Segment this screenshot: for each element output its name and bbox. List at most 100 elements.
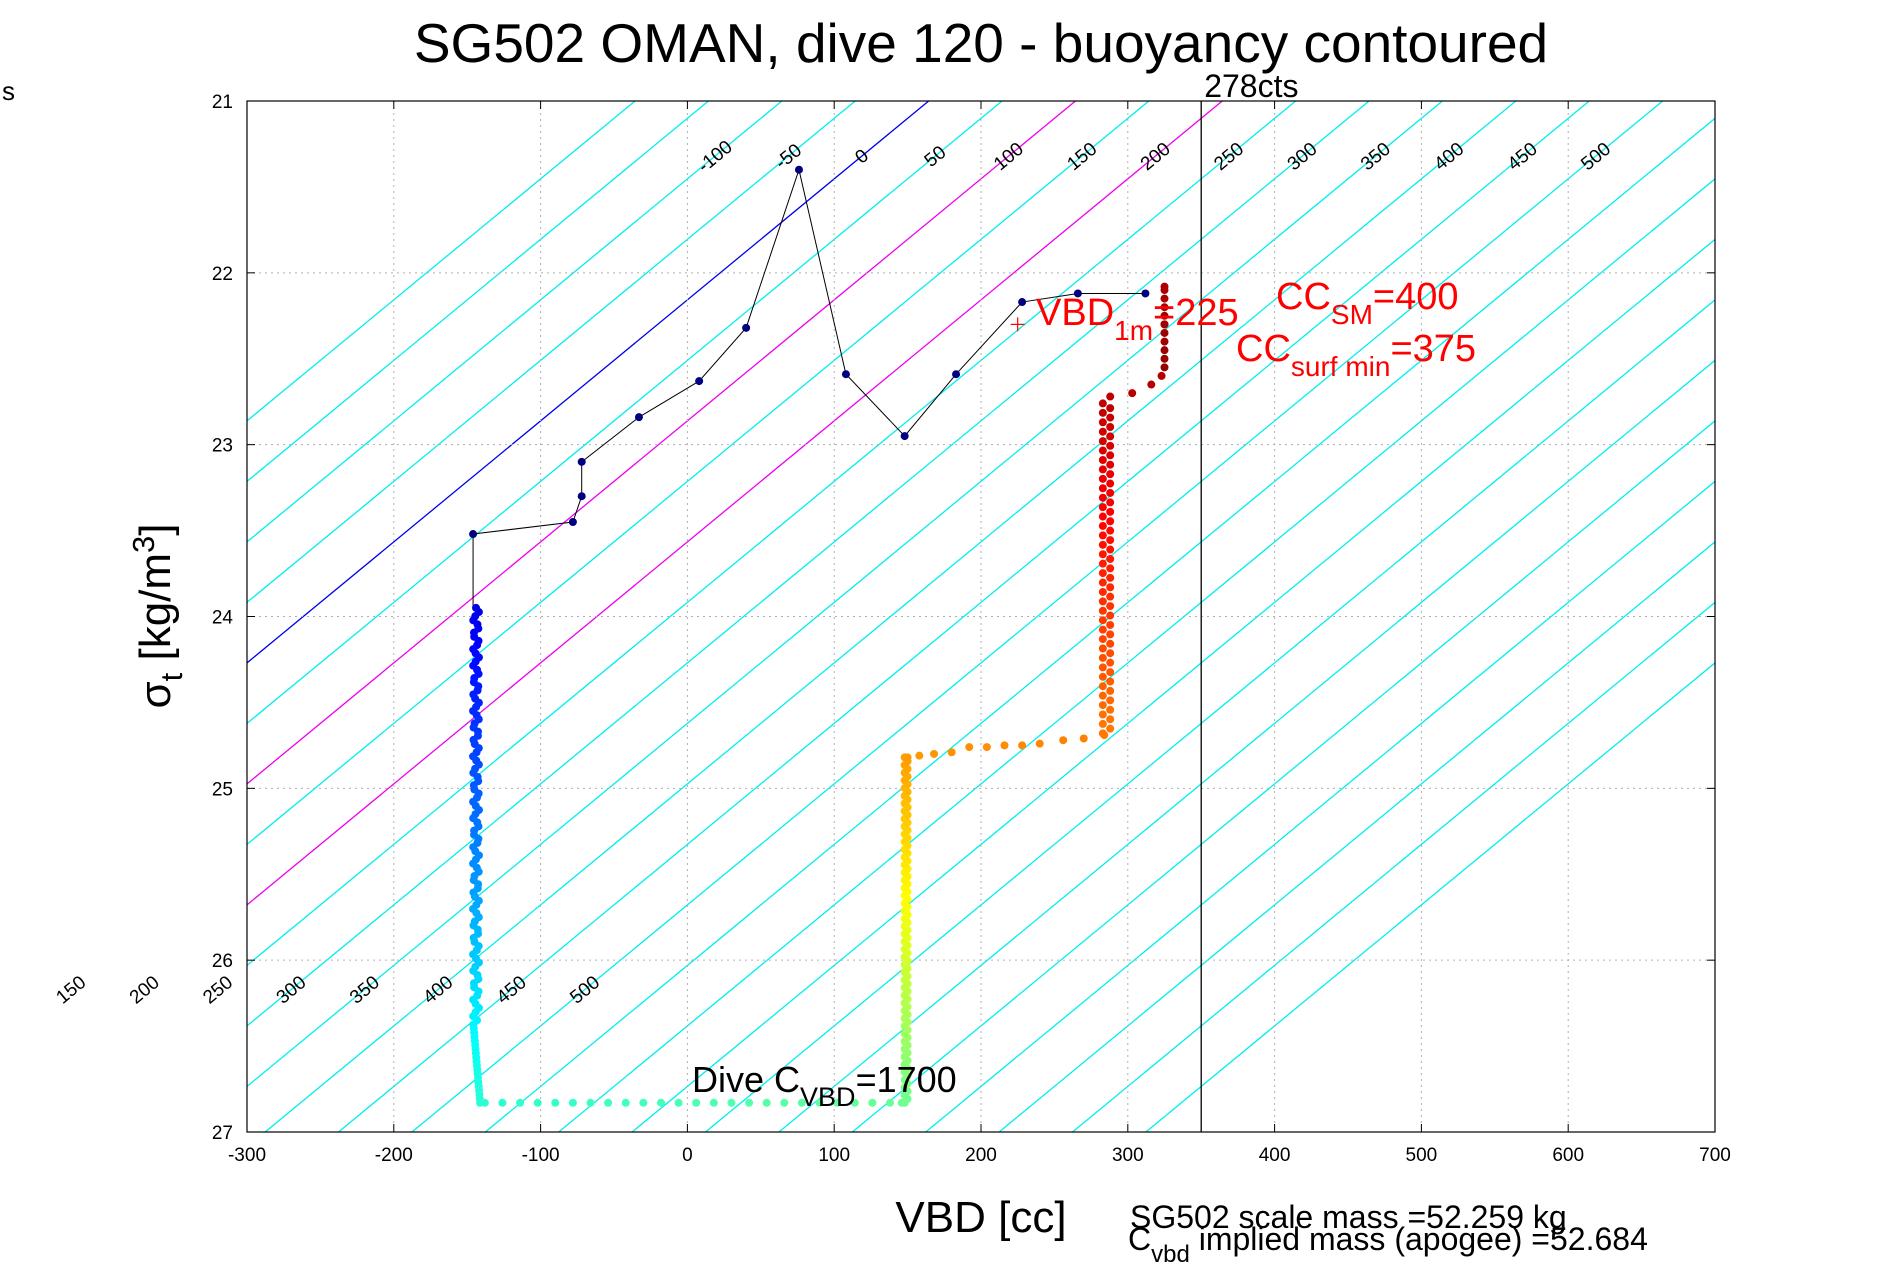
y-tick-label-24: 24 — [212, 608, 234, 629]
profile-point-255 — [1098, 701, 1107, 710]
profile-point-268 — [1106, 639, 1115, 648]
profile-point-132 — [674, 1098, 683, 1107]
profile-point-307 — [1098, 455, 1107, 464]
profile-point-264 — [1106, 658, 1115, 667]
profile-point-297 — [1098, 503, 1107, 512]
profile-point-313 — [1098, 427, 1107, 436]
profile-point-265 — [1098, 653, 1107, 662]
descent-point-11 — [1018, 298, 1027, 307]
x-tick-label-300: 300 — [1112, 1145, 1144, 1166]
profile-point-240 — [947, 748, 956, 757]
descent-point-0 — [469, 530, 478, 539]
profile-point-261 — [1098, 672, 1107, 681]
profile-point-323 — [1157, 371, 1166, 380]
descent-point-12 — [1073, 289, 1082, 298]
profile-point-138 — [780, 1098, 789, 1107]
profile-point-290 — [1106, 536, 1115, 545]
profile-point-280 — [1106, 583, 1115, 592]
grid — [247, 101, 1715, 1132]
cc-surf-annotation: CCsurf min=375 — [1236, 328, 1476, 382]
profile-point-270 — [1106, 630, 1115, 639]
cc-surf-main: CC — [1236, 328, 1291, 370]
cc-surf-value: =375 — [1390, 328, 1476, 370]
profile-point-271 — [1098, 625, 1107, 634]
descent-point-9 — [900, 432, 909, 441]
profile-point-237 — [903, 753, 912, 762]
profile-point-238 — [915, 751, 924, 760]
reference-line-label: 278cts — [1204, 68, 1298, 104]
contour-label-lower-250: 250 — [199, 972, 237, 1008]
profile-point-262 — [1106, 668, 1115, 677]
x-tick-label-0: 0 — [682, 1145, 693, 1166]
profile-point-301 — [1098, 484, 1107, 493]
profile-point-300 — [1106, 488, 1115, 497]
cc-sm-annotation: CCSM=400 — [1276, 276, 1458, 330]
x-tick-label-200: 200 — [965, 1145, 997, 1166]
x-tick-label--300: -300 — [228, 1145, 266, 1166]
profile-point-321 — [1128, 389, 1137, 398]
y-tick-label-21: 21 — [212, 92, 233, 113]
profile-point-131 — [656, 1098, 665, 1107]
profile-point-263 — [1098, 663, 1107, 672]
x-tick-label-400: 400 — [1259, 1145, 1291, 1166]
profile-point-330 — [1160, 320, 1169, 329]
profile-point-282 — [1106, 573, 1115, 582]
profile-point-133 — [692, 1098, 701, 1107]
x-axis-ticks: -300 -200 -100 0 100 200 300 400 500 600 700 — [228, 101, 1731, 1166]
profile-point-284 — [1106, 564, 1115, 573]
profile-point-250 — [1106, 724, 1115, 733]
vbd1m-annotation: VBD1m=225 — [1036, 292, 1239, 346]
contour-line-650 — [631, 238, 1715, 1132]
contour-label-lower-150: 150 — [52, 972, 90, 1008]
profile-point-259 — [1098, 682, 1107, 691]
profile-point-242 — [982, 743, 991, 752]
profile-point-143 — [868, 1098, 877, 1107]
x-tick-label-500: 500 — [1406, 1145, 1438, 1166]
contour-line--100 — [247, 101, 783, 543]
y-axis-label: σt [kg/m3] — [126, 523, 189, 708]
y-axis-ticks: 21 22 23 24 25 26 27 — [212, 92, 1715, 1144]
profile-point-273 — [1098, 616, 1107, 625]
descent-point-4 — [634, 413, 643, 422]
descent-line — [473, 167, 1146, 535]
profile-point-123 — [516, 1098, 525, 1107]
y-axis-label-sigma: σ — [131, 681, 180, 708]
y-tick-label-27: 27 — [212, 1123, 233, 1144]
profile-point-316 — [1106, 413, 1115, 422]
vbd1m-value: =225 — [1153, 292, 1239, 334]
profile-point-254 — [1106, 705, 1115, 714]
contour-line-750 — [778, 359, 1715, 1132]
profile-point-140 — [815, 1098, 824, 1107]
x-tick-label-100: 100 — [818, 1145, 850, 1166]
descent-point-2 — [577, 492, 586, 501]
profile-point-304 — [1106, 470, 1115, 479]
profile-point-310 — [1106, 441, 1115, 450]
y-axis-label-sub: t — [154, 672, 189, 681]
cc-sm-value: =400 — [1373, 276, 1459, 318]
profile-point-328 — [1160, 303, 1169, 312]
descent-point-7 — [794, 165, 803, 174]
profile-point-312 — [1106, 432, 1115, 441]
contour-line-450 — [338, 101, 1590, 1132]
profile-point-274 — [1106, 611, 1115, 620]
profile-point-281 — [1098, 578, 1107, 587]
profile-point-136 — [745, 1098, 754, 1107]
vbd1m-sub: 1m — [1114, 315, 1153, 346]
profile-point-137 — [762, 1098, 771, 1107]
profile-point-241 — [965, 743, 974, 752]
profile-point-299 — [1098, 493, 1107, 502]
profile-point-289 — [1098, 540, 1107, 549]
profile-point-320 — [1106, 392, 1115, 401]
footer-cvbd-sub: vbd — [1151, 1241, 1190, 1262]
profile-point-243 — [1000, 741, 1009, 750]
footer-cvbd-main: C — [1128, 1221, 1151, 1257]
profile-point-318 — [1106, 404, 1115, 413]
profile-point-247 — [1079, 734, 1088, 743]
profile-point-288 — [1106, 545, 1115, 554]
profile-point-267 — [1098, 644, 1107, 653]
profile-point-327 — [1160, 294, 1169, 303]
descent-point-13 — [1141, 289, 1150, 298]
profile-point-308 — [1106, 451, 1115, 460]
contour-line-900 — [998, 541, 1715, 1132]
profile-point-283 — [1098, 569, 1107, 578]
